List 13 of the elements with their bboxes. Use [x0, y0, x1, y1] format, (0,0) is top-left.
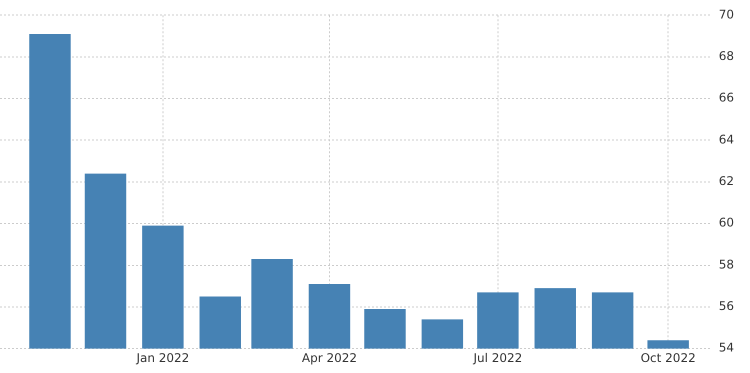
y-tick-label: 68 [718, 49, 734, 63]
y-tick-label: 60 [718, 216, 734, 230]
y-tick-label: 62 [718, 174, 734, 188]
y-tick-label: 64 [718, 132, 734, 146]
x-tick-label: Apr 2022 [302, 350, 358, 365]
y-tick-label: 54 [718, 340, 734, 355]
y-tick-label: 58 [718, 257, 734, 272]
y-tick-label: 66 [718, 90, 734, 105]
x-tick-label: Jul 2022 [472, 350, 522, 365]
x-tick-label: Oct 2022 [640, 350, 696, 365]
x-tick-label: Jan 2022 [135, 350, 190, 365]
y-tick-label: 70 [718, 7, 734, 22]
y-tick-label: 56 [718, 299, 734, 314]
